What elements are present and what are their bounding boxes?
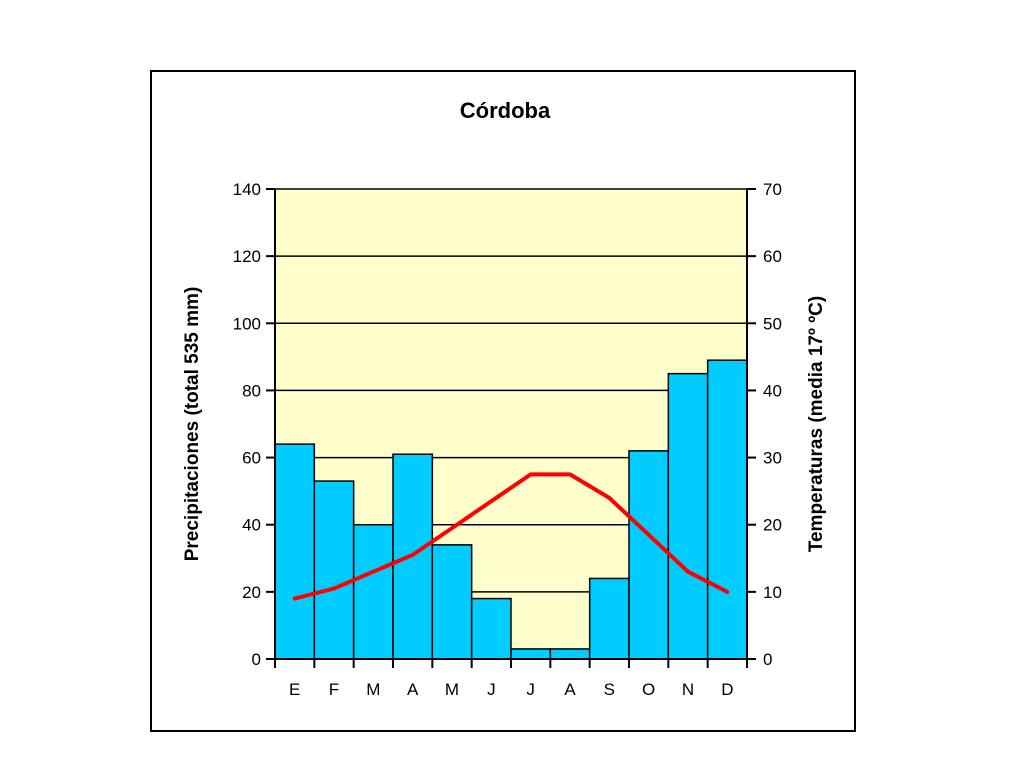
left-axis-title: Precipitaciones (total 535 mm) xyxy=(182,287,203,562)
left-axis-ticks: 0 20 40 60 80 100 120 140 xyxy=(233,180,275,669)
x-tick-label: F xyxy=(329,680,339,699)
precipitation-bar xyxy=(274,443,316,660)
x-tick-label: M xyxy=(445,680,459,699)
precipitation-bar xyxy=(706,359,748,660)
chart-frame: Córdoba 0 20 40 60 80 100 120 140 0 10 20 30 40 50 60… xyxy=(150,70,856,732)
right-tick-label: 20 xyxy=(763,516,782,535)
temperature-line xyxy=(292,472,730,601)
precipitation-bar xyxy=(628,450,670,660)
chart-title: Córdoba xyxy=(460,98,551,123)
x-tick-label: O xyxy=(642,680,655,699)
right-tick-label: 30 xyxy=(763,449,782,468)
right-tick-label: 10 xyxy=(763,583,782,602)
precipitation-bar xyxy=(549,648,591,660)
x-tick-label: J xyxy=(526,680,535,699)
right-tick-label: 60 xyxy=(763,247,782,266)
right-tick-label: 40 xyxy=(763,381,782,400)
left-tick-label: 80 xyxy=(242,381,261,400)
left-tick-label: 100 xyxy=(233,314,261,333)
left-tick-label: 0 xyxy=(252,650,261,669)
precipitation-bar xyxy=(352,523,394,660)
precipitation-bar xyxy=(667,372,709,660)
x-tick-label: S xyxy=(604,680,615,699)
left-tick-label: 120 xyxy=(233,247,261,266)
x-tick-label: M xyxy=(366,680,380,699)
precipitation-bar xyxy=(431,544,473,660)
right-tick-label: 0 xyxy=(763,650,772,669)
right-axis-title: Temperaturas (media 17º ºC) xyxy=(806,296,827,552)
left-tick-label: 60 xyxy=(242,449,261,468)
precipitation-bar xyxy=(588,577,630,660)
precipitation-bar xyxy=(510,648,552,660)
left-tick-label: 40 xyxy=(242,516,261,535)
x-tick-label: J xyxy=(487,680,496,699)
x-tick-label: D xyxy=(721,680,733,699)
precipitation-bar xyxy=(470,597,512,660)
left-tick-label: 140 xyxy=(233,180,261,199)
x-tick-label: N xyxy=(682,680,694,699)
x-tick-label: E xyxy=(289,680,300,699)
climate-chart: Córdoba 0 20 40 60 80 100 120 140 0 10 20 30 40 50 60… xyxy=(182,98,827,699)
right-axis-ticks: 0 10 20 30 40 50 60 70 xyxy=(747,180,782,669)
x-tick-label: A xyxy=(407,680,419,699)
left-tick-label: 20 xyxy=(242,583,261,602)
precipitation-bar xyxy=(313,480,355,660)
x-tick-label: A xyxy=(564,680,576,699)
right-tick-label: 50 xyxy=(763,314,782,333)
right-tick-label: 70 xyxy=(763,180,782,199)
